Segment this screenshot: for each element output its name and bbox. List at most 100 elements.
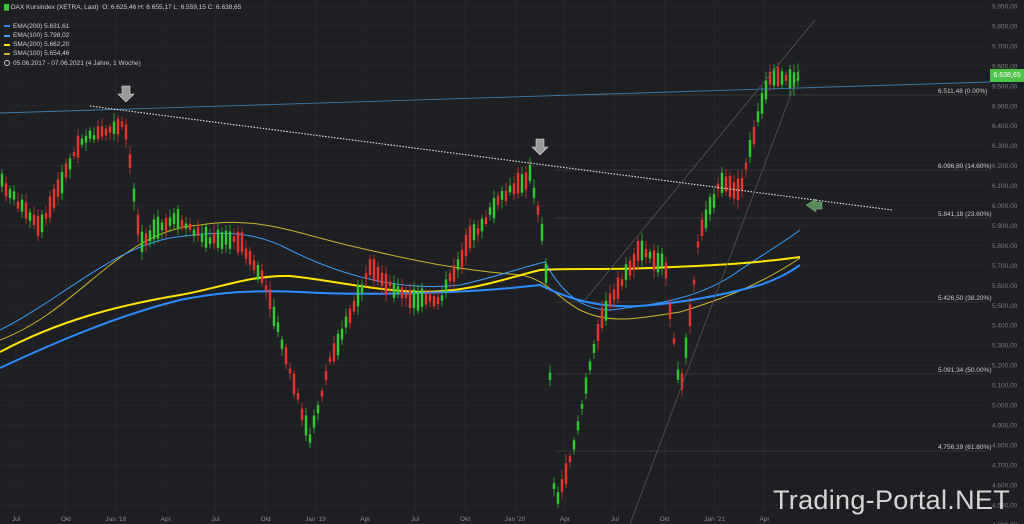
candle-body xyxy=(544,263,548,283)
fib-level-label: 6.511,48 (0.00%) xyxy=(938,88,987,95)
clock-icon xyxy=(4,60,10,67)
candle-body xyxy=(684,337,688,358)
candle-body xyxy=(616,277,620,299)
candle-body xyxy=(336,333,340,356)
candle-body xyxy=(792,72,796,87)
candle-body xyxy=(472,224,476,241)
candle-body xyxy=(124,124,128,140)
candle-body xyxy=(412,289,416,309)
y-tick-label: 9.800,00 xyxy=(992,23,1018,30)
chart-info-panel: ▇ DAX Kursindex (XETRA, Last) O: 6.625,4… xyxy=(4,3,241,68)
candle-body xyxy=(516,172,520,194)
x-tick-label: Jul xyxy=(611,516,620,523)
dotted-trendline xyxy=(89,105,893,211)
candle-body xyxy=(328,357,332,362)
candle-body xyxy=(392,283,396,299)
candle-body xyxy=(120,121,124,127)
candle-body xyxy=(264,285,268,291)
candlesticks xyxy=(0,61,800,508)
x-tick-label: Jan '20 xyxy=(505,516,526,523)
candle-body xyxy=(348,308,352,324)
down-arrow-marker xyxy=(117,85,135,103)
candle-body xyxy=(548,372,552,380)
candle-body xyxy=(648,251,652,259)
candle-body xyxy=(200,233,204,242)
ema100-line xyxy=(0,229,801,331)
sma100-line xyxy=(0,221,801,341)
sma200-legend: SMA(200) 5.662,20 xyxy=(13,41,70,49)
candle-body xyxy=(748,140,752,157)
candle-body xyxy=(196,227,200,237)
candle-body xyxy=(160,222,164,231)
candle-body xyxy=(488,207,492,215)
candle-body xyxy=(16,201,20,209)
y-tick-label: 4.000,00 xyxy=(992,522,1018,524)
candle-body xyxy=(268,289,272,310)
candle-body xyxy=(372,259,376,282)
candle-body xyxy=(584,377,588,394)
candle-body xyxy=(644,249,648,258)
candle-body xyxy=(596,324,600,342)
y-tick-label: 5.400,00 xyxy=(992,323,1018,330)
candle-body xyxy=(36,215,40,236)
candle-body xyxy=(184,223,188,229)
candle-body xyxy=(568,456,572,463)
candle-body xyxy=(12,191,16,200)
y-tick-label: 5.100,00 xyxy=(992,383,1018,390)
x-tick-label: Okt xyxy=(61,516,71,523)
candle-body xyxy=(788,69,792,89)
candle-body xyxy=(772,68,776,86)
candle-body xyxy=(360,284,364,293)
candle-body xyxy=(236,231,240,253)
ema200-legend: EMA(200) 5.631,61 xyxy=(13,22,70,30)
candle-body xyxy=(228,231,232,249)
candle-body xyxy=(604,300,608,321)
candle-body xyxy=(136,214,140,235)
candle-body xyxy=(700,219,704,237)
candle-body xyxy=(524,172,528,190)
candle-body xyxy=(216,229,220,248)
y-tick-label: 6.300,00 xyxy=(992,143,1018,150)
candle-body xyxy=(44,213,48,219)
candle-body xyxy=(496,195,500,206)
ohlc-values: O: 6.625,46 H: 6.655,17 L: 6.559,15 C: 6… xyxy=(102,4,242,11)
candle-body xyxy=(728,175,732,197)
candle-body xyxy=(304,415,308,436)
y-tick-label: 5.900,00 xyxy=(992,223,1018,230)
candle-body xyxy=(68,158,72,170)
candle-body xyxy=(420,288,424,307)
y-tick-label: 6.000,00 xyxy=(992,203,1018,210)
candle-body xyxy=(464,234,468,257)
y-tick-label: 4.600,00 xyxy=(992,482,1018,489)
candle-body xyxy=(468,226,472,249)
candle-body xyxy=(564,463,568,484)
candle-body xyxy=(396,286,400,294)
instrument-title: DAX Kursindex (XETRA, Last) xyxy=(10,4,99,11)
candle-body xyxy=(552,483,556,489)
candle-body xyxy=(248,250,252,265)
candle-body xyxy=(356,284,360,307)
candle-body xyxy=(592,344,596,353)
y-tick-label: 4.700,00 xyxy=(992,462,1018,469)
candle-body xyxy=(104,128,108,136)
candle-body xyxy=(80,138,84,145)
candle-body xyxy=(672,338,676,344)
candle-body xyxy=(152,219,156,240)
instrument-icon: ▇ xyxy=(4,4,11,11)
candle-body xyxy=(132,188,136,202)
candle-body xyxy=(256,265,260,280)
candle-body xyxy=(56,179,60,197)
candle-body xyxy=(492,197,496,219)
rising-trendline xyxy=(584,19,816,301)
candle-body xyxy=(28,212,32,221)
candle-body xyxy=(480,218,484,232)
candle-body xyxy=(400,287,404,299)
candle-body xyxy=(636,240,640,261)
candle-body xyxy=(88,130,92,139)
candle-body xyxy=(368,259,372,275)
candle-body xyxy=(272,306,276,327)
candle-body xyxy=(352,300,356,312)
y-tick-label: 5.500,00 xyxy=(992,303,1018,310)
candle-body xyxy=(436,297,440,304)
candle-body xyxy=(364,273,368,279)
